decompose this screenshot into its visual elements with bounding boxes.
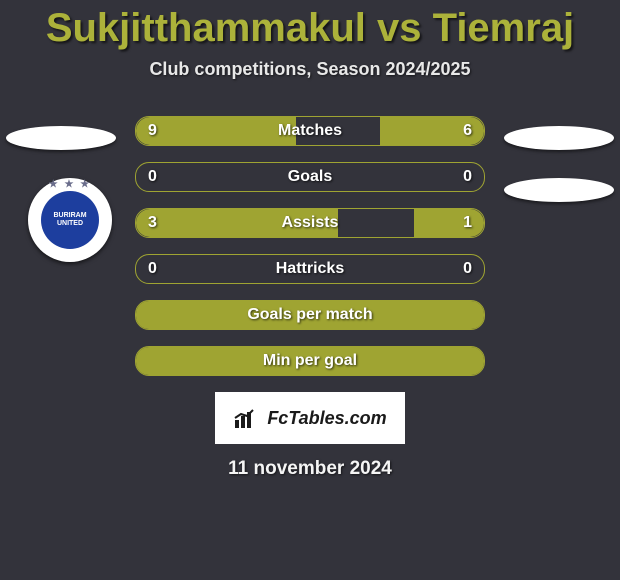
stat-value-right: 1 bbox=[463, 209, 472, 237]
club-name-top: BURIRAM bbox=[53, 212, 86, 220]
club-stars-icon: ★ ★ ★ bbox=[49, 179, 91, 190]
brand-chart-icon bbox=[233, 408, 261, 428]
comparison-subtitle: Club competitions, Season 2024/2025 bbox=[0, 59, 620, 80]
stat-label: Min per goal bbox=[136, 347, 484, 375]
player-left-placeholder bbox=[6, 126, 116, 150]
club-left-badge: ★ ★ ★ BURIRAM UNITED bbox=[28, 178, 112, 262]
club-name-bottom: UNITED bbox=[57, 220, 83, 228]
stat-row-goals-per-match: Goals per match bbox=[135, 300, 485, 330]
stat-value-right: 0 bbox=[463, 163, 472, 191]
stat-row-min-per-goal: Min per goal bbox=[135, 346, 485, 376]
comparison-title: Sukjitthammakul vs Tiemraj bbox=[0, 0, 620, 51]
snapshot-date: 11 november 2024 bbox=[0, 458, 620, 480]
stat-label: Goals bbox=[136, 163, 484, 191]
brand-watermark: FcTables.com bbox=[215, 392, 405, 444]
stat-value-right: 6 bbox=[463, 117, 472, 145]
stat-label: Assists bbox=[136, 209, 484, 237]
stat-label: Matches bbox=[136, 117, 484, 145]
brand-text: FcTables.com bbox=[267, 408, 386, 429]
club-right-placeholder bbox=[504, 178, 614, 202]
stats-comparison-area: 9 Matches 6 0 Goals 0 3 Assists 1 0 Hatt… bbox=[135, 116, 485, 376]
player-right-placeholder bbox=[504, 126, 614, 150]
stat-label: Hattricks bbox=[136, 255, 484, 283]
club-left-crest: ★ ★ ★ BURIRAM UNITED bbox=[41, 191, 99, 249]
stat-row-goals: 0 Goals 0 bbox=[135, 162, 485, 192]
stat-row-assists: 3 Assists 1 bbox=[135, 208, 485, 238]
stat-label: Goals per match bbox=[136, 301, 484, 329]
stat-row-hattricks: 0 Hattricks 0 bbox=[135, 254, 485, 284]
stat-row-matches: 9 Matches 6 bbox=[135, 116, 485, 146]
stat-value-right: 0 bbox=[463, 255, 472, 283]
